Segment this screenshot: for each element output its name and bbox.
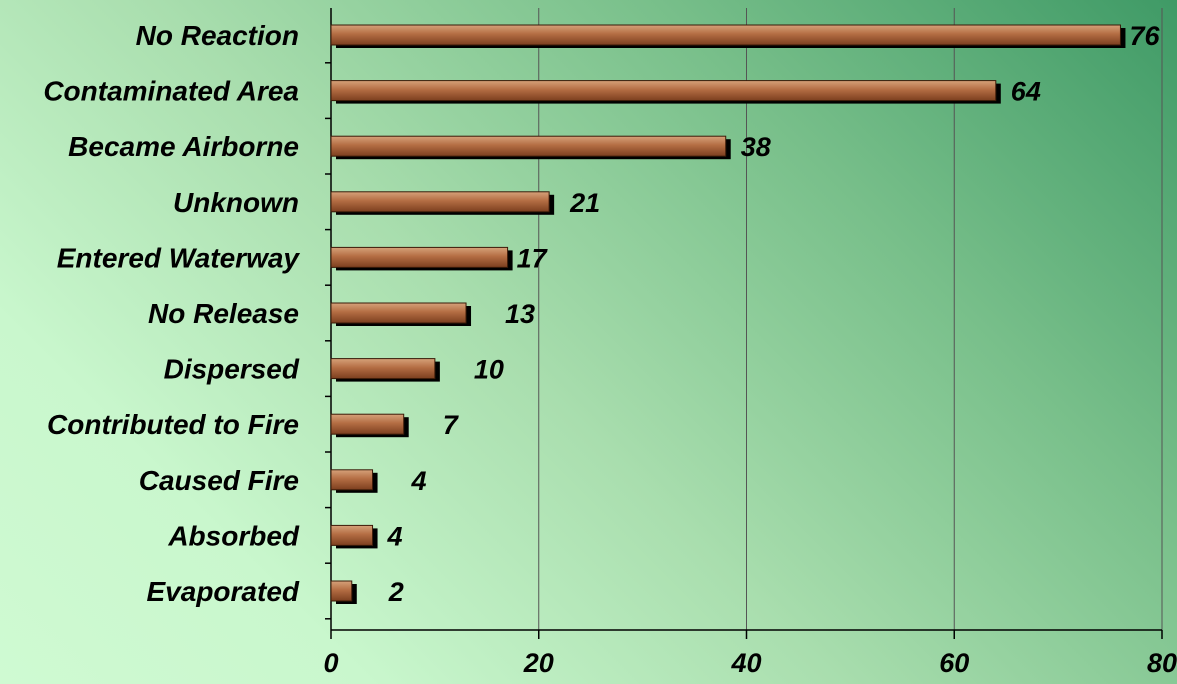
bar: [330, 580, 353, 602]
bars: [330, 24, 1126, 604]
bar: [330, 358, 436, 380]
data-label: 4: [387, 521, 403, 551]
category-label: Absorbed: [167, 520, 300, 551]
data-label: 4: [411, 466, 427, 496]
x-tick-labels: 0 20 40 60 80: [323, 648, 1177, 678]
category-label: Evaporated: [147, 576, 300, 607]
data-label: 64: [1011, 77, 1041, 107]
data-label: 2: [388, 577, 404, 607]
x-tick-label: 0: [323, 648, 338, 678]
category-label: Contaminated Area: [43, 76, 299, 107]
data-label: 10: [474, 355, 504, 385]
data-label: 7: [443, 410, 460, 440]
category-label: No Reaction: [136, 20, 299, 51]
category-labels: No Reaction Contaminated Area Became Airbo…: [43, 20, 300, 607]
bar: [330, 469, 374, 491]
data-label: 21: [569, 188, 600, 218]
category-label: Caused Fire: [139, 465, 299, 496]
data-label: 38: [741, 132, 771, 162]
gridlines: [538, 8, 1163, 630]
category-label: Contributed to Fire: [47, 409, 299, 440]
category-label: Dispersed: [164, 354, 300, 385]
bar: [330, 135, 727, 157]
data-label: 76: [1129, 21, 1160, 51]
category-label: Unknown: [173, 187, 299, 218]
bar: [330, 524, 374, 546]
data-label: 17: [517, 243, 549, 273]
bar: [330, 24, 1121, 46]
bar: [330, 413, 405, 435]
category-label: Became Airborne: [68, 131, 299, 162]
x-tick-label: 60: [939, 648, 969, 678]
bar: [330, 80, 997, 102]
category-label: Entered Waterway: [57, 242, 301, 273]
x-tick-label: 40: [730, 648, 761, 678]
data-label: 13: [505, 299, 535, 329]
x-tick-label: 20: [523, 648, 554, 678]
bar: [330, 302, 467, 324]
bar: [330, 191, 550, 213]
x-tick-label: 80: [1147, 648, 1177, 678]
category-label: No Release: [148, 298, 299, 329]
bar: [330, 246, 509, 268]
